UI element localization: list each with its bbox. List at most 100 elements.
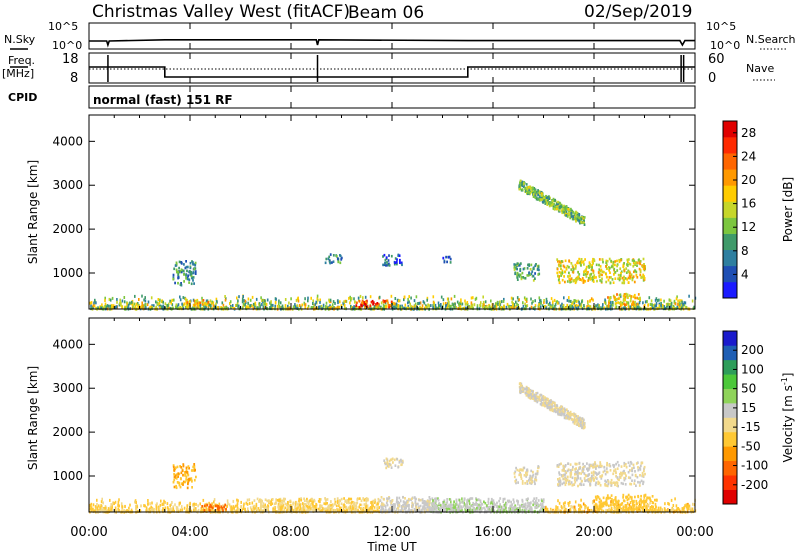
echo-cell (517, 264, 520, 267)
scatter-cell (676, 295, 678, 299)
scatter-cell (600, 501, 602, 505)
echo-cell (582, 260, 585, 263)
scatter-cell (310, 503, 312, 507)
echo-cell (172, 277, 175, 281)
echo-cell (567, 481, 570, 484)
echo-cell (576, 217, 579, 221)
scatter-cell (424, 502, 426, 506)
scatter-cell (360, 507, 362, 511)
echo-cell (284, 502, 287, 506)
echo-cell (596, 279, 598, 283)
echo-cell (519, 273, 522, 277)
echo-cell (179, 465, 181, 468)
scatter-cell (407, 305, 410, 309)
echo-cell (639, 273, 642, 277)
echo-cell (610, 478, 613, 482)
scatter-cell (249, 506, 252, 510)
colorbar-tick-label: 24 (741, 149, 756, 163)
echo-cell (310, 508, 313, 511)
scatter-cell (445, 306, 448, 310)
echo-cell (609, 296, 611, 299)
echo-cell (537, 189, 539, 192)
scatter-cell (654, 298, 657, 302)
echo-cell (598, 471, 601, 474)
echo-cell (575, 477, 578, 480)
scatter-cell (246, 502, 249, 506)
scatter-cell (119, 298, 121, 302)
echo-cell (595, 263, 598, 267)
scatter-cell (402, 306, 404, 310)
scatter-cell (682, 302, 684, 306)
echo-cell (281, 500, 284, 503)
scatter-cell (684, 504, 686, 508)
scatter-cell (387, 301, 389, 305)
echo-cell (318, 498, 321, 501)
echo-cell (346, 499, 349, 502)
echo-cell (637, 259, 640, 262)
scatter-cell (589, 299, 592, 303)
scatter-cell (358, 505, 360, 509)
scatter-cell (230, 508, 233, 512)
echo-cell (172, 276, 175, 279)
scatter-cell (206, 299, 209, 303)
scatter-cell (215, 299, 218, 303)
scatter-cell (202, 507, 205, 511)
echo-cell (365, 502, 368, 505)
echo-cell (538, 268, 540, 272)
echo-cell (390, 300, 393, 304)
noise-right-tick-bottom: 10^0 (710, 39, 740, 52)
scatter-cell (669, 299, 672, 303)
scatter-cell (651, 303, 653, 307)
echo-cell (185, 260, 187, 263)
scatter-cell (197, 306, 199, 310)
scatter-cell (490, 509, 493, 513)
scatter-cell (570, 299, 572, 303)
echo-cell (356, 498, 359, 501)
echo-cell (584, 258, 586, 261)
echo-cell (582, 273, 585, 276)
scatter-cell (458, 509, 461, 512)
echo-cell (206, 302, 209, 306)
scatter-cell (679, 306, 681, 310)
echo-cell (568, 260, 571, 263)
scatter-cell (570, 304, 572, 308)
scatter-cell (440, 295, 443, 299)
echo-cell (626, 278, 629, 281)
echo-cell (189, 261, 192, 265)
echo-cell (528, 394, 531, 397)
echo-cell (624, 303, 626, 307)
echo-cell (631, 479, 633, 482)
echo-cell (577, 484, 579, 488)
echo-cell (186, 265, 189, 269)
echo-cell (531, 389, 533, 393)
scatter-cell (164, 302, 167, 306)
scatter-cell (179, 298, 182, 302)
echo-cell (339, 506, 342, 510)
echo-cell (537, 193, 539, 197)
echo-cell (583, 223, 586, 226)
scatter-cell (124, 504, 126, 508)
scatter-cell (453, 294, 456, 298)
echo-cell (217, 505, 220, 508)
scatter-cell (629, 501, 632, 504)
echo-cell (362, 497, 365, 500)
echo-cell (352, 507, 354, 510)
scatter-cell (115, 305, 118, 309)
scatter-cell (395, 302, 398, 306)
echo-cell (172, 480, 175, 484)
scatter-cell (98, 509, 100, 513)
echo-cell (520, 183, 523, 187)
scatter-cell (143, 504, 145, 508)
scatter-cell (153, 508, 155, 511)
echo-cell (557, 408, 560, 411)
echo-cell (195, 475, 197, 479)
echo-cell (301, 508, 304, 511)
echo-cell (639, 481, 641, 484)
echo-cell (552, 199, 555, 202)
scatter-cell (180, 505, 183, 509)
echo-cell (616, 263, 619, 266)
echo-cell (599, 463, 602, 466)
echo-cell (178, 472, 181, 476)
echo-cell (634, 300, 636, 304)
scatter-cell (627, 303, 630, 307)
